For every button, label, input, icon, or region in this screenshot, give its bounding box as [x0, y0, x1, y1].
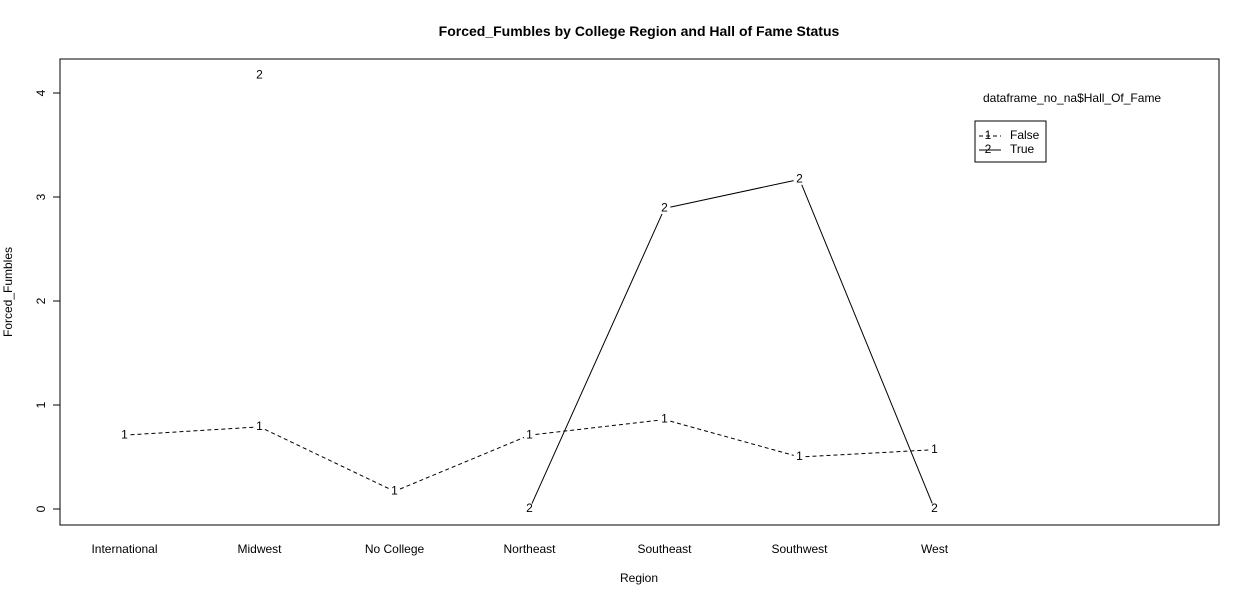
data-point-1: 1 — [661, 412, 668, 426]
data-point-1: 1 — [391, 483, 398, 497]
series-1-segment — [130, 426, 254, 436]
series-1: 1 1 1 1 1 1 1 — [121, 412, 938, 498]
series-2: 2 2 2 2 2 — [256, 67, 938, 515]
legend-title: dataframe_no_na$Hall_Of_Fame — [983, 91, 1161, 105]
data-point-2: 2 — [661, 201, 668, 215]
data-point-2: 2 — [931, 501, 938, 515]
y-tick-label: 0 — [34, 505, 48, 512]
x-axis-label: Region — [620, 571, 658, 585]
x-tick-label: No College — [365, 542, 425, 556]
legend-label-2: True — [1010, 142, 1035, 156]
x-tick-label: Southeast — [637, 542, 692, 556]
chart-title: Forced_Fumbles by College Region and Hal… — [439, 23, 840, 39]
data-point-1: 1 — [121, 427, 128, 441]
series-1-segment — [264, 428, 390, 490]
data-point-1: 1 — [256, 419, 263, 433]
y-axis-label: Forced_Fumbles — [1, 247, 15, 337]
series-1-segment — [670, 420, 794, 456]
series-1-segment — [535, 419, 659, 435]
y-tick-label: 3 — [34, 193, 48, 200]
x-tick-label: International — [91, 542, 157, 556]
series-2-segment — [670, 180, 794, 208]
y-tick-label: 4 — [34, 89, 48, 96]
legend-box — [974, 120, 1047, 163]
series-layer: 1 1 1 1 1 1 1 2 2 2 2 2 — [121, 67, 938, 515]
y-axis: 0 1 2 3 4 — [34, 89, 61, 512]
data-point-1: 1 — [526, 427, 533, 441]
x-axis-tick-labels: International Midwest No College Northeast S… — [91, 542, 948, 556]
data-point-1: 1 — [931, 442, 938, 456]
data-point-2: 2 — [526, 501, 533, 515]
data-point-2: 2 — [796, 171, 803, 185]
y-tick-label: 1 — [34, 401, 48, 408]
legend-symbol-1: 1 — [985, 128, 992, 142]
x-tick-label: Southwest — [771, 542, 828, 556]
x-tick-label: Northeast — [503, 542, 556, 556]
legend: dataframe_no_na$Hall_Of_Fame 1 False 2 True — [974, 91, 1161, 163]
series-2-segment — [801, 184, 933, 504]
series-1-segment — [805, 449, 929, 458]
legend-label-1: False — [1010, 128, 1040, 142]
series-1-segment — [399, 437, 525, 490]
data-point-1: 1 — [796, 449, 803, 463]
x-tick-label: Midwest — [237, 542, 282, 556]
data-point-2: 2 — [256, 67, 263, 81]
y-tick-label: 2 — [34, 297, 48, 304]
legend-symbol-2: 2 — [985, 142, 992, 156]
plot-frame — [59, 58, 1220, 526]
x-tick-label: West — [921, 542, 949, 556]
series-2-segment — [531, 213, 663, 504]
